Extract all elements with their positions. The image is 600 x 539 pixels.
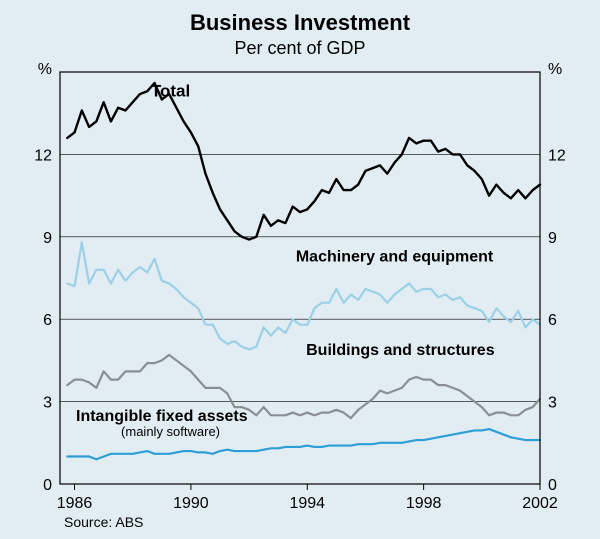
x-tick: 1986 [57,495,93,512]
chart-title: Business Investment [190,10,411,35]
y-tick-left: 9 [43,230,52,247]
series-sublabel: (mainly software) [121,424,220,439]
series-label: Intangible fixed assets [76,408,248,425]
x-tick: 2002 [522,495,558,512]
x-tick: 1998 [406,495,442,512]
y-unit-right: % [548,61,562,78]
y-tick-left: 3 [43,395,52,412]
y-tick-right: 0 [548,477,557,494]
y-tick-left: 6 [43,312,52,329]
y-tick-right: 12 [548,147,566,164]
y-tick-left: 12 [34,147,52,164]
y-tick-right: 9 [548,230,557,247]
chart-source: Source: ABS [64,514,143,530]
chart-container: 0 0 3 3 6 6 9 9 12 12%% 1986 1990 1994 1998 2002 Total M… [0,0,600,539]
x-tick: 1994 [289,495,325,512]
series-label: Buildings and structures [306,342,495,359]
y-unit-left: % [38,61,52,78]
y-tick-right: 3 [548,395,557,412]
y-tick-left: 0 [43,477,52,494]
series-label: Machinery and equipment [296,249,494,266]
series-label: Total [151,82,190,101]
line-chart: 0 0 3 3 6 6 9 9 12 12%% 1986 1990 1994 1998 2002 Total M… [0,0,600,539]
x-tick: 1990 [173,495,209,512]
y-tick-right: 6 [548,312,557,329]
chart-subtitle: Per cent of GDP [234,38,365,58]
